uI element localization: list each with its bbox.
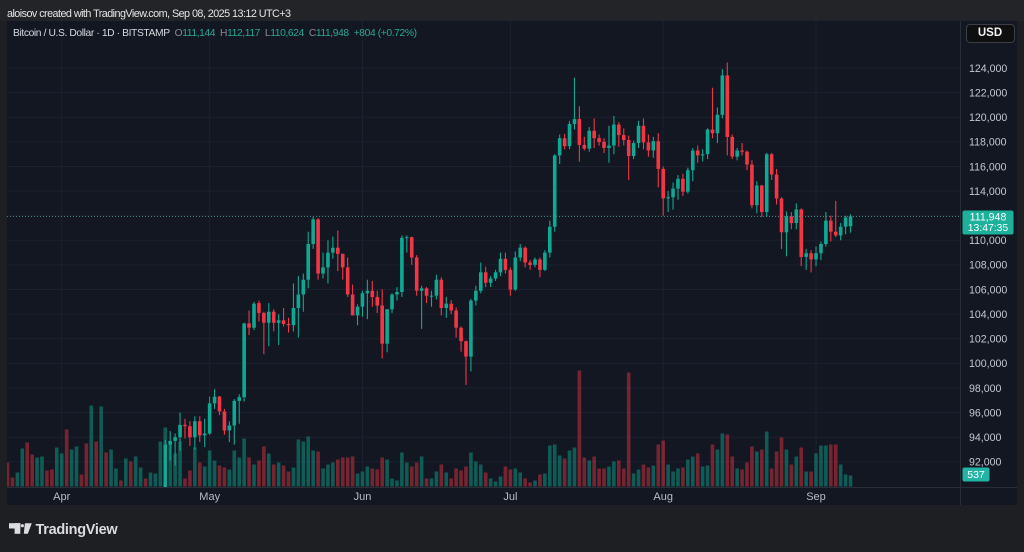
svg-text:May: May [199, 491, 220, 503]
svg-text:118,000: 118,000 [969, 137, 1007, 149]
svg-text:96,000: 96,000 [969, 407, 1002, 419]
svg-text:106,000: 106,000 [969, 284, 1007, 296]
svg-text:TradingView: TradingView [36, 523, 119, 537]
svg-text:108,000: 108,000 [969, 260, 1007, 272]
svg-text:Jul: Jul [503, 491, 517, 503]
svg-text:102,000: 102,000 [969, 334, 1007, 346]
svg-text:13:47:35: 13:47:35 [968, 223, 1009, 234]
svg-text:110,000: 110,000 [969, 235, 1007, 247]
svg-text:120,000: 120,000 [969, 112, 1007, 124]
svg-text:Jun: Jun [354, 491, 372, 503]
svg-text:92,000: 92,000 [969, 457, 1002, 469]
svg-text:94,000: 94,000 [969, 432, 1002, 444]
svg-text:116,000: 116,000 [969, 161, 1007, 173]
svg-text:114,000: 114,000 [969, 186, 1007, 198]
svg-text:111,948: 111,948 [970, 212, 1007, 224]
svg-text:122,000: 122,000 [969, 87, 1007, 99]
svg-text:Apr: Apr [53, 491, 70, 503]
svg-text:537: 537 [967, 469, 985, 481]
svg-text:124,000: 124,000 [969, 63, 1007, 75]
svg-text:Sep: Sep [806, 491, 826, 503]
svg-text:104,000: 104,000 [969, 309, 1007, 321]
svg-text:100,000: 100,000 [969, 358, 1007, 370]
svg-text:Aug: Aug [653, 491, 673, 503]
svg-text:98,000: 98,000 [969, 383, 1002, 395]
